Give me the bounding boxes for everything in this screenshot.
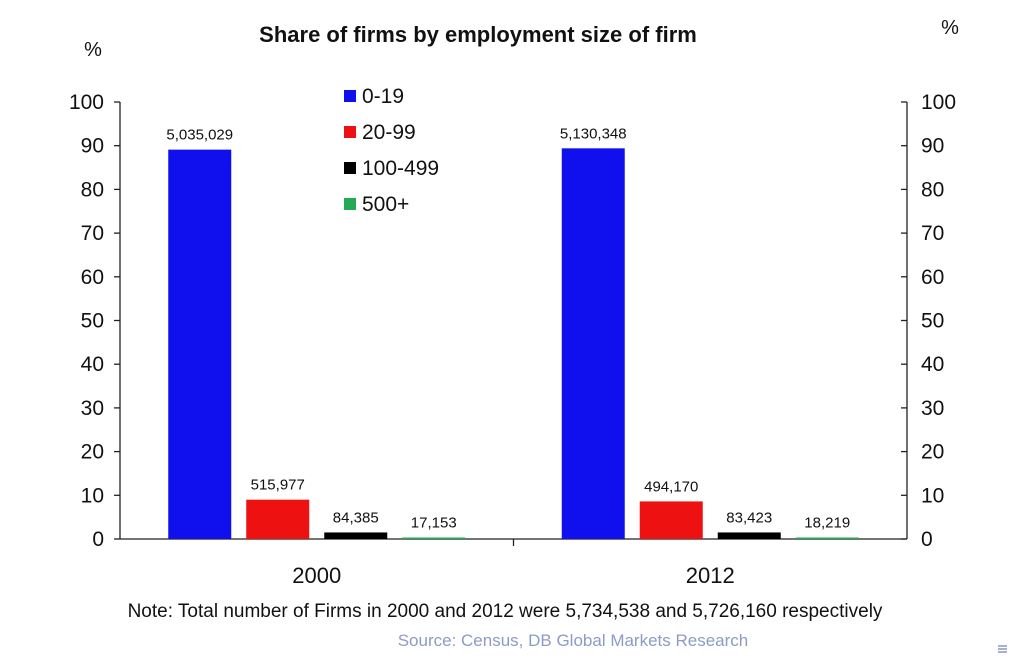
legend-swatch-0-19	[344, 90, 356, 102]
left-tick-label: 100	[69, 91, 104, 114]
chart-source: Source: Census, DB Global Markets Resear…	[398, 631, 749, 650]
left-tick-label: 10	[81, 484, 104, 507]
legend-label: 500+	[362, 193, 409, 216]
bar-2000-100-499	[324, 532, 388, 539]
data-label: 17,153	[411, 515, 457, 532]
legend-swatch-100-499	[344, 162, 356, 174]
left-tick-label: 60	[81, 266, 104, 289]
bar-2012-20-99	[639, 501, 703, 539]
chart-note: Note: Total number of Firms in 2000 and …	[128, 601, 883, 622]
left-tick-label: 40	[81, 353, 104, 376]
left-tick-label: 80	[81, 178, 104, 201]
menu-icon[interactable]	[998, 645, 1007, 653]
right-tick-label: 0	[921, 528, 933, 551]
right-axis-unit: %	[941, 17, 959, 39]
right-y-axis: 0 10 20 30 40 50 60 70 80 90 100	[901, 91, 956, 551]
left-tick-label: 20	[81, 441, 104, 464]
left-tick-label: 70	[81, 222, 104, 245]
data-label: 515,977	[251, 477, 305, 494]
x-axis: 2000 2012	[120, 538, 907, 588]
right-tick-label: 20	[921, 441, 944, 464]
data-label: 5,130,348	[560, 125, 627, 142]
data-label: 494,170	[644, 478, 698, 495]
legend-label: 20-99	[362, 121, 416, 144]
data-label: 5,035,029	[166, 127, 233, 144]
right-tick-label: 60	[921, 266, 944, 289]
left-y-axis: 0 10 20 30 40 50 60 70 80 90 100	[69, 91, 121, 551]
right-tick-label: 90	[921, 135, 944, 158]
bar-2000-20-99	[246, 499, 310, 539]
right-tick-label: 30	[921, 397, 944, 420]
right-tick-label: 80	[921, 178, 944, 201]
legend-label: 100-499	[362, 157, 439, 180]
left-tick-label: 90	[81, 135, 104, 158]
data-label: 18,219	[804, 515, 850, 532]
legend: 0-19 20-99 100-499 500+	[344, 85, 439, 216]
bar-2000-0-19	[168, 149, 232, 539]
legend-swatch-500+	[344, 198, 356, 210]
left-axis-unit: %	[84, 39, 102, 61]
bar-2012-100-499	[717, 532, 781, 539]
left-tick-label: 0	[92, 528, 104, 551]
bar-2012-500+	[795, 537, 859, 539]
data-label: 83,423	[726, 509, 772, 526]
chart-title: Share of firms by employment size of fir…	[259, 22, 697, 47]
right-tick-label: 10	[921, 484, 944, 507]
x-tick-label: 2012	[686, 563, 735, 588]
right-tick-label: 100	[921, 91, 956, 114]
bar-2012-0-19	[561, 148, 625, 539]
data-label: 84,385	[333, 509, 379, 526]
right-tick-label: 70	[921, 222, 944, 245]
legend-label: 0-19	[362, 85, 404, 108]
bars: 5,035,029 515,977 84,385 17,153 5,130,348 494…	[166, 125, 859, 539]
left-tick-label: 50	[81, 310, 104, 333]
right-tick-label: 50	[921, 310, 944, 333]
right-tick-label: 40	[921, 353, 944, 376]
left-tick-label: 30	[81, 397, 104, 420]
legend-swatch-20-99	[344, 126, 356, 138]
x-tick-label: 2000	[292, 563, 341, 588]
bar-2000-500+	[402, 537, 466, 539]
